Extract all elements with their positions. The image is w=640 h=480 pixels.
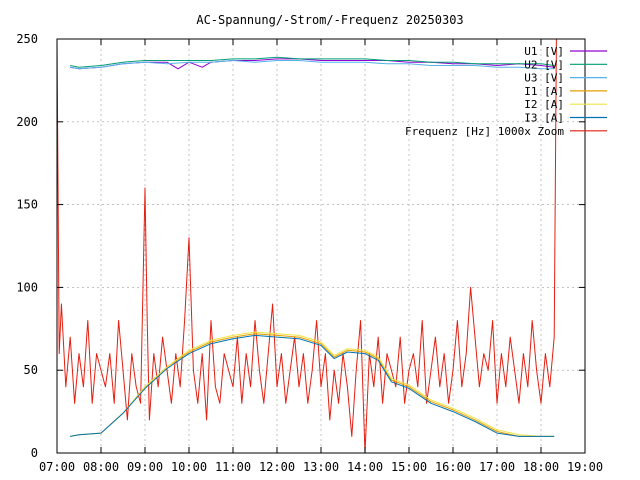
y-tick-label: 0 — [31, 446, 38, 460]
x-tick-label: 09:00 — [127, 460, 163, 474]
legend: U1 [V]U2 [V]U3 [V]I1 [A]I2 [A]I3 [A]Freq… — [405, 45, 607, 138]
y-tick-label: 250 — [16, 32, 38, 46]
x-tick-label: 16:00 — [435, 460, 471, 474]
legend-label-5: I3 [A] — [524, 112, 564, 125]
series-line-4 — [70, 331, 555, 437]
x-tick-label: 15:00 — [391, 460, 427, 474]
y-tick-label: 100 — [16, 280, 38, 294]
legend-label-0: U1 [V] — [524, 45, 564, 58]
series-line-2 — [70, 60, 555, 70]
series-line-6 — [56, 38, 557, 454]
plot-frame — [56, 38, 586, 454]
tick-labels: 07:00 08:00 09:00 10:00 11:00 12:00 13:00 14:00… — [16, 32, 603, 474]
y-tick-label: 200 — [16, 115, 38, 129]
y-tick-label: 50 — [24, 363, 38, 377]
x-tick-label: 13:00 — [303, 460, 339, 474]
x-tick-label: 18:00 — [523, 460, 559, 474]
x-tick-label: 14:00 — [347, 460, 383, 474]
axes-group — [56, 38, 586, 454]
x-tick-label: 10:00 — [171, 460, 207, 474]
y-tick-label: 150 — [16, 198, 38, 212]
x-tick-label: 08:00 — [83, 460, 119, 474]
legend-label-1: U2 [V] — [524, 58, 564, 71]
x-tick-label: 17:00 — [479, 460, 515, 474]
x-tick-label: 19:00 — [567, 460, 603, 474]
series-group — [56, 38, 557, 454]
series-line-1 — [70, 56, 555, 68]
legend-label-4: I2 [A] — [524, 98, 564, 111]
legend-label-3: I1 [A] — [524, 85, 564, 98]
chart-title: AC-Spannung/-Strom/-Frequenz 20250303 — [196, 13, 463, 27]
series-line-5 — [70, 334, 555, 437]
legend-label-2: U3 [V] — [524, 72, 564, 85]
x-tick-label: 11:00 — [215, 460, 251, 474]
x-tick-label: 07:00 — [39, 460, 75, 474]
x-tick-label: 12:00 — [259, 460, 295, 474]
legend-label-6: Frequenz [Hz] 1000x Zoom — [405, 125, 564, 138]
